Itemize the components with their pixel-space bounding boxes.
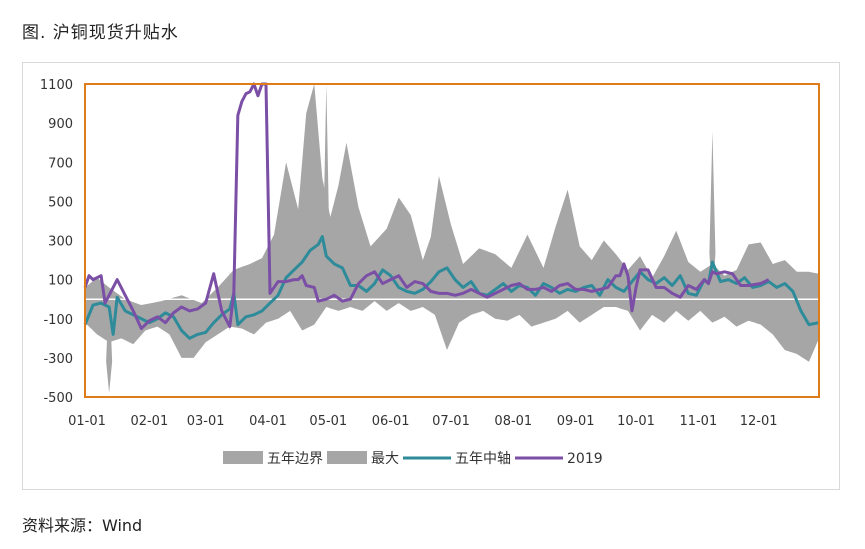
legend-2019-label: 2019 [567, 451, 603, 467]
source-note: 资料来源：Wind [22, 516, 143, 535]
x-tick-label: 05-01 [309, 414, 347, 429]
max-spike-3 [709, 130, 716, 306]
legend-median-label: 五年中轴 [455, 451, 511, 467]
line-2019 [83, 82, 770, 331]
max-spike-0 [106, 287, 113, 394]
plot-border [84, 83, 820, 398]
y-tick-label: -300 [43, 352, 73, 367]
figure-title: 图. 沪铜现货升贴水 [22, 23, 179, 43]
chart-container: 1100 900 700 500 300 100 -100 -300 -500 01-01 02-0… [22, 62, 840, 490]
legend-band-label: 五年边界 [267, 451, 323, 467]
band-area [85, 84, 819, 362]
x-tick-label: 03-01 [187, 414, 225, 429]
x-tick-label: 10-01 [617, 414, 655, 429]
x-tick-label: 01-01 [68, 414, 106, 429]
y-tick-label: 100 [48, 274, 73, 289]
x-tick-label: 07-01 [432, 414, 470, 429]
y-tick-label: 700 [48, 156, 73, 171]
x-tick-label: 12-01 [740, 414, 778, 429]
y-tick-label: 300 [48, 235, 73, 250]
x-tick-label: 09-01 [557, 414, 595, 429]
y-tick-label: 900 [48, 117, 73, 132]
x-tick-label: 08-01 [494, 414, 532, 429]
y-tick-label: 1100 [40, 78, 73, 93]
x-tick-label: 04-01 [249, 414, 287, 429]
legend-max-label: 最大 [371, 451, 399, 467]
y-tick-label: -100 [43, 313, 73, 328]
x-tick-label: 02-01 [130, 414, 168, 429]
x-tick-label: 11-01 [679, 414, 717, 429]
legend-band-swatch [223, 451, 263, 464]
median-line [83, 235, 820, 340]
legend-max-swatch [327, 451, 367, 464]
y-tick-label: -500 [43, 391, 73, 406]
y-tick-label: 500 [48, 195, 73, 210]
chart-svg: 1100 900 700 500 300 100 -100 -300 -500 01-01 02-0… [40, 78, 820, 467]
x-tick-label: 06-01 [372, 414, 410, 429]
